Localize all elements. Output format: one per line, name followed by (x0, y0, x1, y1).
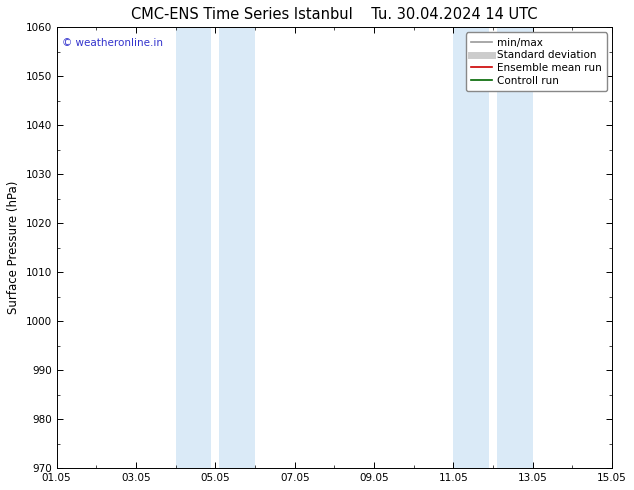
Bar (453, 27, 489, 468)
Y-axis label: Surface Pressure (hPa): Surface Pressure (hPa) (7, 181, 20, 315)
Text: © weatheronline.in: © weatheronline.in (62, 38, 163, 49)
Bar (176, 27, 211, 468)
Title: CMC-ENS Time Series Istanbul    Tu. 30.04.2024 14 UTC: CMC-ENS Time Series Istanbul Tu. 30.04.2… (131, 7, 538, 22)
Bar (219, 27, 255, 468)
Legend: min/max, Standard deviation, Ensemble mean run, Controll run: min/max, Standard deviation, Ensemble me… (466, 32, 607, 91)
Bar (497, 27, 533, 468)
